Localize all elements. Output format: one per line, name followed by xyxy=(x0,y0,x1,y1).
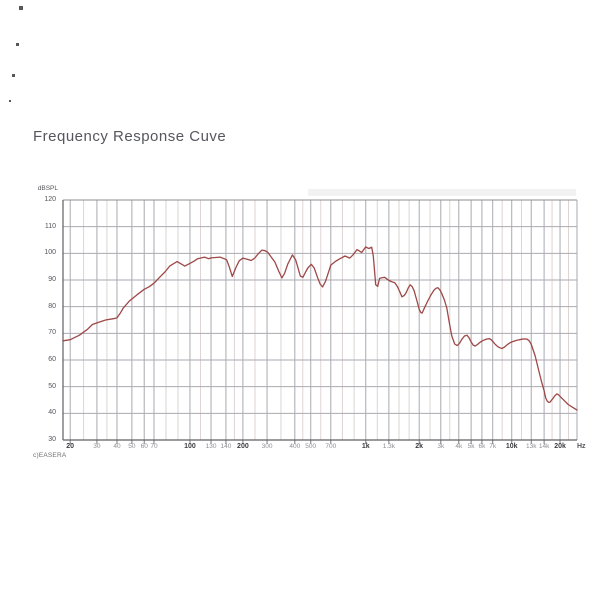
x-tick-label: 7k xyxy=(489,443,497,450)
x-tick-label: 30 xyxy=(93,443,101,450)
x-tick-label: 400 xyxy=(289,443,301,450)
y-tick-label: 60 xyxy=(48,356,56,363)
x-tick-label: 2k xyxy=(415,443,424,450)
y-tick-label: 30 xyxy=(48,436,56,443)
y-tick-label: 40 xyxy=(48,409,56,417)
x-tick-label: 300 xyxy=(261,443,273,450)
response-curve xyxy=(62,246,578,411)
y-tick-label: 110 xyxy=(44,222,56,230)
x-tick-label: 70 xyxy=(150,443,158,450)
x-tick-label: 5k xyxy=(467,443,475,450)
x-tick-label: 1.3k xyxy=(382,443,396,450)
x-tick-label: 130 xyxy=(205,443,217,450)
x-tick-label: 200 xyxy=(237,443,249,450)
artifact-speck xyxy=(16,43,19,46)
y-axis-labels: 120 110 100 90 80 70 60 50 40 30 xyxy=(26,196,58,443)
x-tick-label: 3k xyxy=(437,443,445,450)
x-tick-label: 700 xyxy=(325,443,337,450)
page-title: Frequency Response Cuve xyxy=(33,128,227,145)
x-tick-label: 60 xyxy=(140,443,148,450)
x-tick-label: 50 xyxy=(128,443,136,450)
easera-watermark: c)EASERA xyxy=(33,452,67,459)
x-tick-label: 40 xyxy=(113,443,121,450)
x-tick-label: 6k xyxy=(478,443,486,450)
chart-svg xyxy=(62,199,578,444)
y-tick-label: 50 xyxy=(48,382,56,390)
x-tick-label: 140 xyxy=(220,443,232,450)
y-tick-label: 90 xyxy=(48,276,56,283)
x-tick-label: 14k xyxy=(538,443,550,450)
x-tick-label: 500 xyxy=(305,443,317,450)
x-tick-label: 1k xyxy=(361,443,370,450)
x-tick-label: 20k xyxy=(554,443,566,450)
x-axis-unit: Hz xyxy=(577,443,586,450)
y-tick-label: 120 xyxy=(44,196,56,203)
frequency-response-chart xyxy=(62,199,578,444)
y-tick-label: 100 xyxy=(44,249,56,257)
artifact-speck xyxy=(12,74,15,77)
x-tick-label: 4k xyxy=(455,443,463,450)
x-tick-label: 13k xyxy=(526,443,537,450)
x-axis-labels: 20 30 40 50 60 70 100 130 140 200 300 400 500 700 1k 1.… xyxy=(63,443,577,455)
x-tick-label: 10k xyxy=(505,443,518,450)
x-tick-label: 20 xyxy=(66,443,75,450)
y-tick-label: 80 xyxy=(48,302,56,310)
artifact-band xyxy=(308,189,576,196)
artifact-speck xyxy=(9,100,11,102)
x-tick-label: 100 xyxy=(184,443,196,450)
artifact-speck xyxy=(19,6,23,10)
y-tick-label: 70 xyxy=(48,329,56,337)
y-axis-title: dBSPL xyxy=(37,185,58,192)
